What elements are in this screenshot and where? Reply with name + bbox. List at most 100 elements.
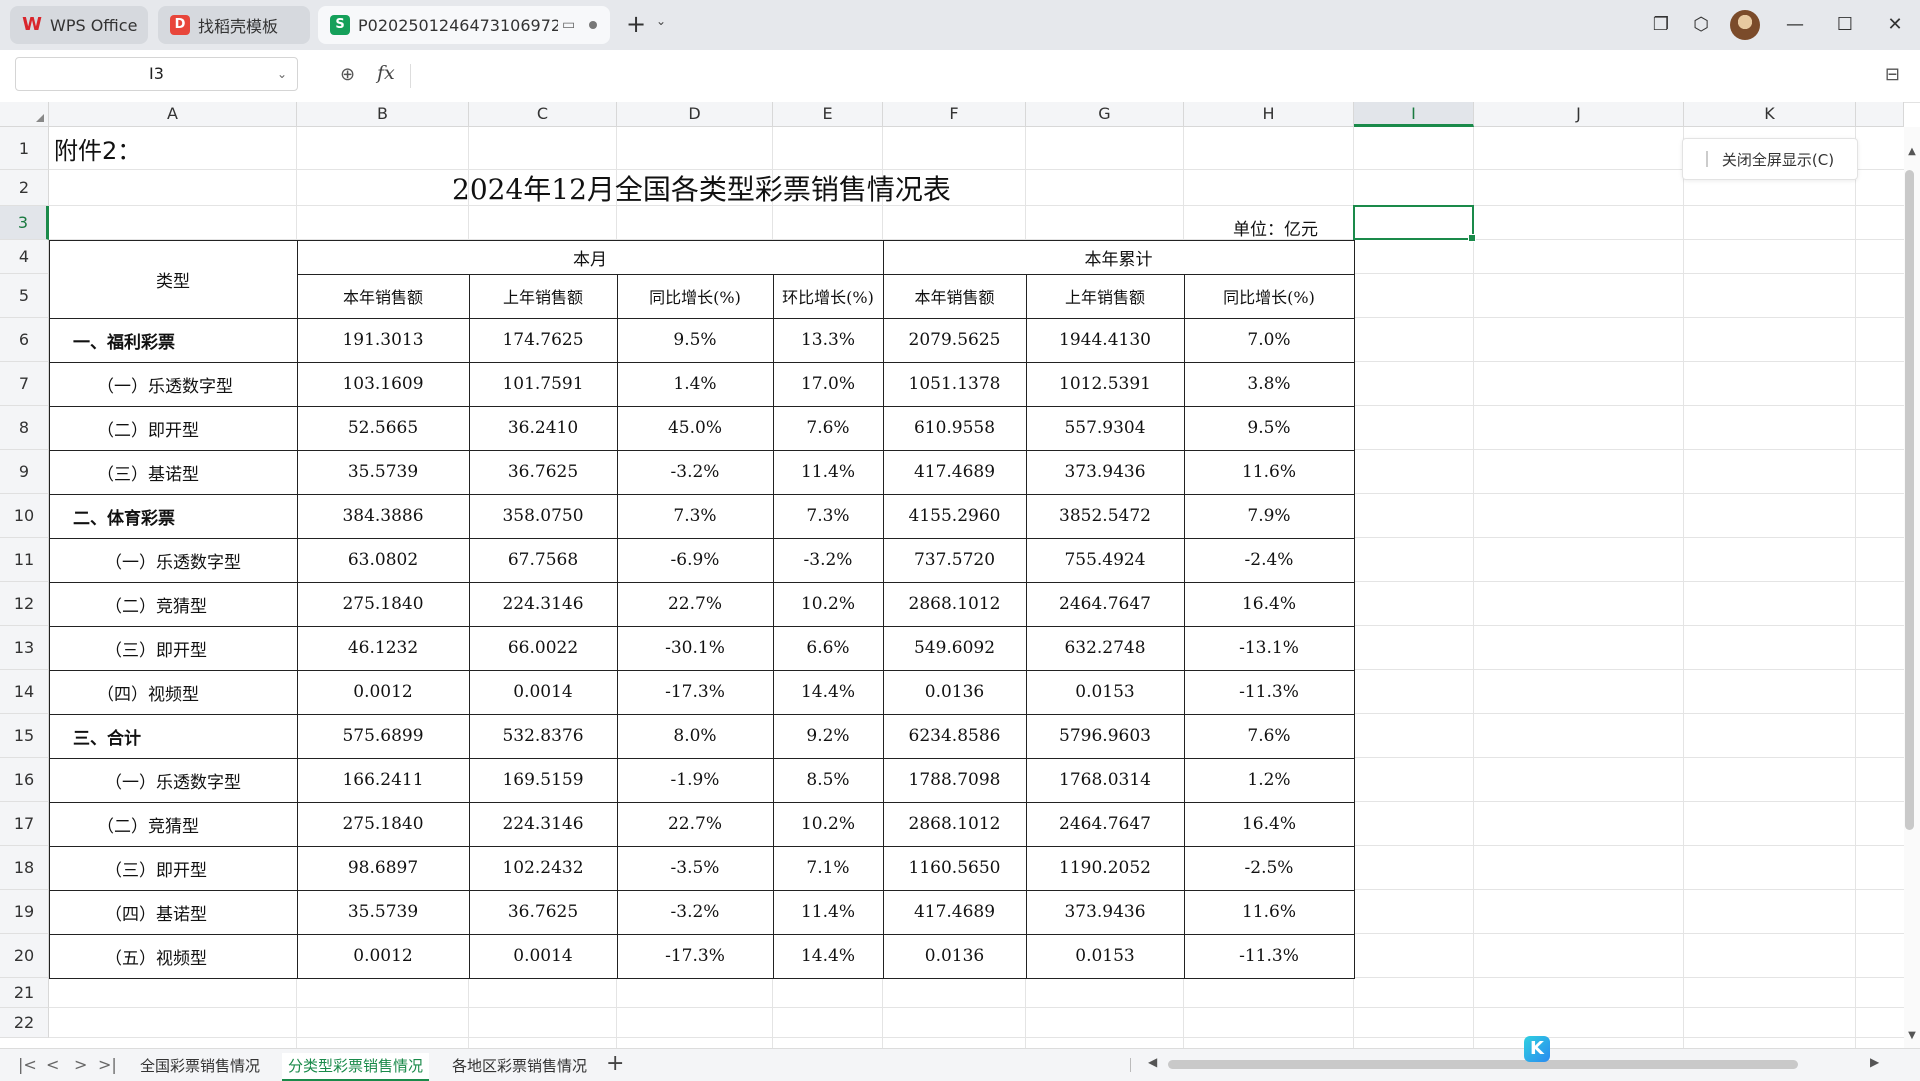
monitor-icon[interactable]: ▭ [562, 17, 576, 33]
assistant-icon[interactable]: K [1524, 1036, 1550, 1062]
data-cell[interactable]: 7.6% [1184, 714, 1354, 758]
data-cell[interactable]: 67.7568 [469, 538, 617, 582]
maximize-icon[interactable]: ☐ [1836, 14, 1854, 35]
data-cell[interactable]: 532.8376 [469, 714, 617, 758]
data-cell[interactable]: 384.3886 [297, 494, 469, 538]
horizontal-scroll-thumb[interactable] [1168, 1060, 1798, 1069]
row-header-14[interactable]: 14 [0, 670, 49, 714]
row-header-2[interactable]: 2 [0, 170, 49, 206]
add-sheet-button[interactable]: + [606, 1051, 625, 1076]
header-column[interactable]: 上年销售额 [469, 274, 617, 318]
header-column[interactable]: 同比增长(%) [1184, 274, 1354, 318]
data-cell[interactable]: -1.9% [617, 758, 773, 802]
scroll-up-icon[interactable]: ▲ [1908, 146, 1916, 157]
data-cell[interactable]: 1944.4130 [1026, 318, 1184, 362]
data-cell[interactable]: 11.4% [773, 450, 883, 494]
row-header-7[interactable]: 7 [0, 362, 49, 406]
header-column[interactable]: 本年销售额 [297, 274, 469, 318]
data-cell[interactable]: 1160.5650 [883, 846, 1026, 890]
row-header-13[interactable]: 13 [0, 626, 49, 670]
column-header-c[interactable]: C [469, 102, 617, 127]
data-cell[interactable]: 755.4924 [1026, 538, 1184, 582]
sheet-tab-by-type[interactable]: 分类型彩票销售情况 [282, 1053, 430, 1081]
data-cell[interactable]: 101.7591 [469, 362, 617, 406]
column-header-h[interactable]: H [1184, 102, 1354, 127]
data-cell[interactable]: 1768.0314 [1026, 758, 1184, 802]
data-cell[interactable]: -6.9% [617, 538, 773, 582]
data-cell[interactable]: 46.1232 [297, 626, 469, 670]
data-cell[interactable]: 3852.5472 [1026, 494, 1184, 538]
data-cell[interactable]: 0.0014 [469, 670, 617, 714]
data-cell[interactable]: 7.0% [1184, 318, 1354, 362]
header-column[interactable]: 本年销售额 [883, 274, 1026, 318]
chevron-down-icon[interactable]: ⌄ [276, 67, 287, 81]
data-cell[interactable]: -3.5% [617, 846, 773, 890]
data-cell[interactable]: 1788.7098 [883, 758, 1026, 802]
column-header-e[interactable]: E [773, 102, 883, 127]
data-cell[interactable]: 224.3146 [469, 582, 617, 626]
data-cell[interactable]: 0.0014 [469, 934, 617, 978]
data-cell[interactable]: 373.9436 [1026, 450, 1184, 494]
column-header-j[interactable]: J [1474, 102, 1684, 127]
data-cell[interactable]: 3.8% [1184, 362, 1354, 406]
data-cell[interactable]: 36.2410 [469, 406, 617, 450]
column-header-k[interactable]: K [1684, 102, 1856, 127]
data-cell[interactable]: 7.6% [773, 406, 883, 450]
data-cell[interactable]: 11.4% [773, 890, 883, 934]
data-cell[interactable]: 0.0012 [297, 934, 469, 978]
data-cell[interactable]: 166.2411 [297, 758, 469, 802]
zoom-icon[interactable]: ⊕ [340, 64, 356, 85]
sheet-tab-by-region[interactable]: 各地区彩票销售情况 [452, 1057, 588, 1075]
data-cell[interactable]: 14.4% [773, 670, 883, 714]
data-cell[interactable]: 66.0022 [469, 626, 617, 670]
data-cell[interactable]: 575.6899 [297, 714, 469, 758]
row-header-3[interactable]: 3 [0, 206, 49, 240]
function-icon[interactable]: fx [377, 62, 395, 84]
row-header-19[interactable]: 19 [0, 890, 49, 934]
row-label[interactable]: （二）即开型 [49, 406, 297, 450]
data-cell[interactable]: 2868.1012 [883, 802, 1026, 846]
data-cell[interactable]: 275.1840 [297, 802, 469, 846]
close-fullscreen-button[interactable]: 关闭全屏显示(C) [1682, 138, 1858, 180]
data-cell[interactable]: 358.0750 [469, 494, 617, 538]
data-cell[interactable]: -17.3% [617, 670, 773, 714]
last-sheet-icon[interactable]: >| [98, 1055, 117, 1074]
column-header-g[interactable]: G [1026, 102, 1184, 127]
row-label[interactable]: （三）即开型 [49, 626, 297, 670]
data-cell[interactable]: 35.5739 [297, 450, 469, 494]
data-cell[interactable]: 1.4% [617, 362, 773, 406]
data-cell[interactable]: 557.9304 [1026, 406, 1184, 450]
attachment-label[interactable]: 附件2： [54, 137, 142, 165]
data-cell[interactable]: 10.2% [773, 582, 883, 626]
data-cell[interactable]: 9.5% [1184, 406, 1354, 450]
data-cell[interactable]: 14.4% [773, 934, 883, 978]
window-manager-icon[interactable]: ❐ [1652, 14, 1670, 35]
tab-active-document[interactable]: S P020250124647310697206 ▭ [318, 6, 610, 44]
data-cell[interactable]: 10.2% [773, 802, 883, 846]
data-cell[interactable]: 0.0153 [1026, 670, 1184, 714]
row-header-9[interactable]: 9 [0, 450, 49, 494]
data-cell[interactable]: 98.6897 [297, 846, 469, 890]
row-label[interactable]: （三）即开型 [49, 846, 297, 890]
data-cell[interactable]: 13.3% [773, 318, 883, 362]
sheet-tab-national[interactable]: 全国彩票销售情况 [140, 1057, 261, 1075]
column-header-f[interactable]: F [883, 102, 1026, 127]
expand-formula-icon[interactable]: ⊟ [1884, 64, 1900, 85]
data-cell[interactable]: 7.3% [617, 494, 773, 538]
header-column[interactable]: 上年销售额 [1026, 274, 1184, 318]
unit-label[interactable]: 单位：亿元 [1233, 219, 1318, 240]
row-label[interactable]: （五）视频型 [49, 934, 297, 978]
row-header-17[interactable]: 17 [0, 802, 49, 846]
data-cell[interactable]: 373.9436 [1026, 890, 1184, 934]
first-sheet-icon[interactable]: |< [18, 1055, 37, 1074]
data-cell[interactable]: 11.6% [1184, 450, 1354, 494]
data-cell[interactable]: 5796.9603 [1026, 714, 1184, 758]
row-label[interactable]: （三）基诺型 [49, 450, 297, 494]
row-header-4[interactable]: 4 [0, 240, 49, 274]
select-all-corner[interactable] [0, 102, 49, 127]
avatar[interactable] [1730, 10, 1760, 40]
column-header-i[interactable]: I [1354, 102, 1474, 127]
data-cell[interactable]: 7.3% [773, 494, 883, 538]
name-box[interactable]: I3 ⌄ [15, 57, 298, 91]
data-cell[interactable]: 2464.7647 [1026, 802, 1184, 846]
